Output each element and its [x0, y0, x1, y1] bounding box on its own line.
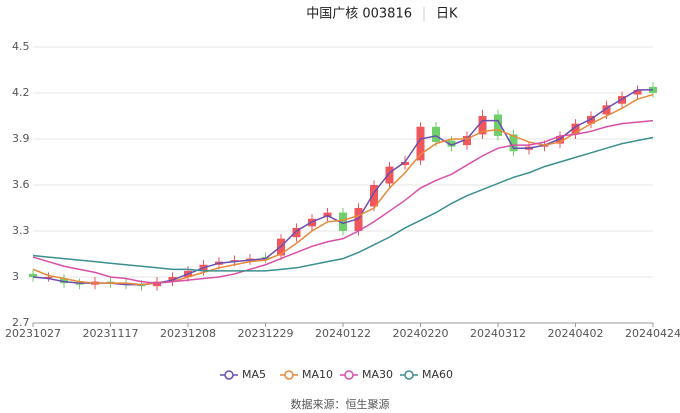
candle-body	[385, 166, 394, 184]
candle-body	[339, 212, 347, 231]
x-tick-label: 20231117	[83, 327, 139, 340]
candle-body	[416, 126, 425, 161]
candle-body	[571, 123, 580, 135]
candle-body	[509, 134, 518, 152]
candle-body	[60, 278, 68, 284]
legend-marker	[404, 370, 414, 380]
candle-body	[137, 284, 146, 287]
candle-body	[106, 281, 115, 284]
candle-body	[29, 273, 37, 277]
candle-body	[540, 145, 549, 147]
candle-body	[75, 283, 84, 285]
candle-body	[44, 277, 53, 278]
x-tick-label: 20240122	[315, 327, 371, 340]
candle-body	[401, 162, 409, 166]
x-tick-label: 20240312	[470, 327, 526, 340]
candle-body	[230, 260, 239, 262]
ma-line	[32, 89, 653, 286]
candle-body	[494, 114, 502, 136]
candle-body	[153, 281, 161, 287]
y-tick-label: 3	[12, 270, 19, 283]
x-tick-label: 20231208	[160, 327, 216, 340]
legend-label: MA5	[242, 368, 266, 381]
y-tick-label: 4.5	[12, 40, 30, 53]
candle-body	[447, 140, 456, 147]
candle-body	[246, 258, 254, 261]
x-tick-label: 20240402	[548, 327, 604, 340]
candle-body	[602, 105, 611, 115]
y-tick-label: 4.2	[12, 86, 30, 99]
legend-marker	[224, 370, 234, 380]
legend-marker	[344, 370, 354, 380]
candle-body	[478, 116, 487, 135]
legend-label: MA10	[302, 368, 333, 381]
candle-body	[432, 126, 440, 143]
legend-label: MA60	[422, 368, 453, 381]
x-tick-label: 20231027	[5, 327, 61, 340]
x-tick-label: 20240424	[625, 327, 680, 340]
y-tick-label: 3.9	[12, 132, 30, 145]
legend-label: MA30	[362, 368, 393, 381]
candle-body	[633, 89, 642, 95]
period-label: 日K	[436, 7, 458, 22]
y-tick-label: 3.3	[12, 224, 30, 237]
x-tick-label: 20240220	[393, 327, 449, 340]
candle-body	[370, 185, 378, 207]
source: 数据来源：恒生聚源	[291, 397, 390, 411]
candle-body	[292, 227, 301, 238]
y-tick-label: 2.7	[12, 316, 30, 329]
y-tick-label: 3.6	[12, 178, 30, 191]
candle-body	[463, 135, 471, 146]
x-tick-label: 20231229	[238, 327, 294, 340]
ma-line	[32, 136, 654, 272]
ma-line	[32, 119, 654, 284]
chart-title: 中国广核 003816	[306, 7, 412, 22]
ma-line	[32, 93, 654, 286]
candle-body	[122, 283, 130, 285]
legend-marker	[284, 370, 294, 380]
